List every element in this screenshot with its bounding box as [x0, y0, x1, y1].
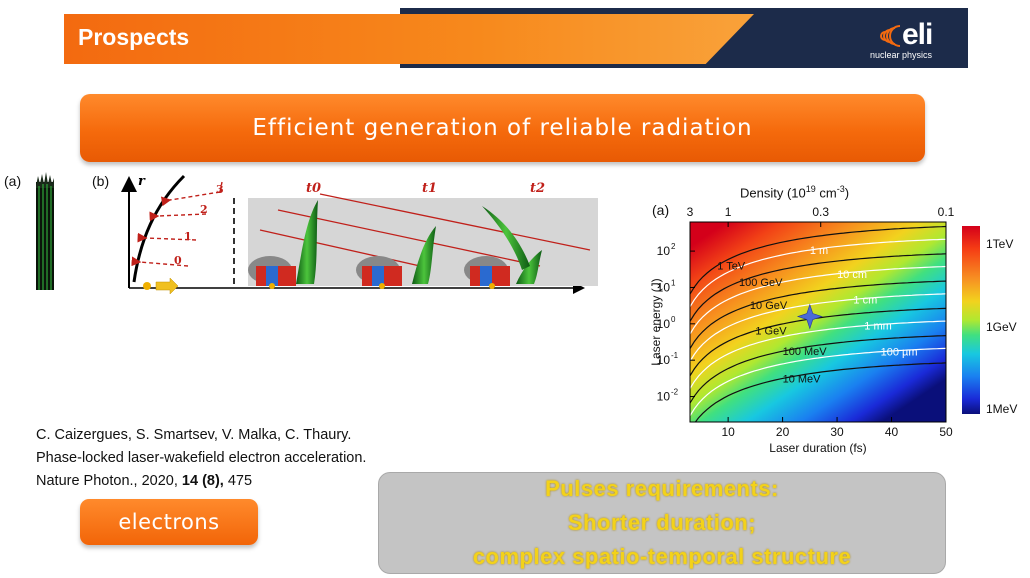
- length-contour-4: [690, 347, 946, 417]
- ray-label-0: 0: [174, 254, 182, 267]
- citation-authors: C. Caizergues, S. Smartsev, V. Malka, C.…: [36, 427, 352, 443]
- colorbar: [962, 226, 980, 414]
- time-label-t2: t2: [530, 181, 545, 196]
- wakefield-diagram: r 3 2 1 0 t0 t1 t2: [121, 174, 598, 294]
- citation: C. Caizergues, S. Smartsev, V. Malka, C.…: [36, 424, 366, 493]
- headline-banner: Efficient generation of reliable radiati…: [80, 94, 925, 162]
- electrons-button[interactable]: electrons: [80, 499, 258, 545]
- chart-y-axis-label: Laser energy (J): [649, 278, 663, 365]
- energy-contour-1: [690, 253, 946, 322]
- time-label-t1: t1: [422, 181, 437, 196]
- energy-contour-2: [690, 280, 946, 349]
- eli-logo-rings-icon: [880, 25, 901, 47]
- length-contour-1: [690, 265, 946, 335]
- energy-contour-label-4: 100 MeV: [783, 346, 828, 358]
- panel-a-label: (a): [4, 173, 22, 189]
- x-tick-label-40: 40: [885, 425, 899, 439]
- length-contour-label-0: 1 m: [810, 245, 828, 257]
- chart-x-axis-label: Laser duration (fs): [769, 441, 866, 455]
- x-tick-label-50: 50: [939, 425, 953, 439]
- ray-label-1: 1: [184, 230, 192, 243]
- y-tick-label-0: 10: [657, 317, 671, 331]
- energy-contour-label-1: 100 GeV: [739, 277, 783, 289]
- x-tick-label-30: 30: [830, 425, 844, 439]
- energy-contour-5: [694, 362, 946, 422]
- length-contour-3: [690, 320, 946, 389]
- y-tick-label-2: 10: [657, 244, 671, 258]
- citation-journal: Nature Photon., 2020, 14 (8), 475: [36, 473, 253, 489]
- energy-contour-label-0: 1 TeV: [717, 261, 746, 273]
- energy-contour-4: [690, 335, 946, 404]
- energy-density-chart: 1 TeV 100 GeV 10 GeV 1 GeV 100 MeV 10 MeV 1 m 1…: [649, 205, 955, 455]
- energy-contour-label-2: 10 GeV: [750, 300, 788, 312]
- chart-top-axis-label: Density (1019 cm-3): [740, 184, 850, 201]
- eli-logo-subtitle: nuclear physics: [870, 50, 933, 60]
- requirements-line-1: Pulses requirements:: [545, 476, 779, 501]
- eli-logo: eli: [902, 18, 933, 51]
- time-label-t0: t0: [306, 181, 321, 196]
- y-tick-exp-1: 1: [671, 278, 676, 287]
- y-tick-exp-2: 2: [671, 242, 676, 251]
- citation-title: Phase-locked laser-wakefield electron ac…: [36, 450, 367, 466]
- operating-point-marker: [796, 303, 823, 330]
- length-contour-2: [690, 293, 946, 362]
- energy-contour-label-5: 10 MeV: [783, 373, 822, 385]
- requirements-line-2: Shorter duration;: [567, 510, 757, 535]
- y-tick-label--1: 10: [657, 353, 671, 367]
- top-tick-label-0: 3: [687, 205, 694, 219]
- energy-contour-0: [690, 225, 946, 295]
- chart-panel-label: (a): [652, 202, 670, 218]
- ray-label-3: 3: [216, 183, 224, 196]
- requirements-line-3: complex spatio-temporal structure: [472, 544, 852, 569]
- x-tick-label-10: 10: [721, 425, 735, 439]
- y-tick-label--2: 10: [657, 390, 671, 404]
- length-contour-label-1: 10 cm: [837, 269, 867, 281]
- y-tick-exp-0: 0: [671, 315, 676, 324]
- top-tick-label-1: 1: [725, 205, 732, 219]
- r-axis-label: r: [138, 174, 146, 189]
- plasma-column-image: [36, 172, 54, 290]
- energy-contour-label-3: 1 GeV: [755, 326, 787, 338]
- length-contour-0: [690, 238, 946, 308]
- requirements-box: Pulses requirements: Shorter duration; c…: [378, 472, 946, 574]
- colorbar-label-1mev: 1MeV: [986, 402, 1018, 416]
- y-tick-exp--1: -1: [671, 351, 679, 360]
- panel-b-label: (b): [92, 173, 110, 189]
- ray-label-2: 2: [200, 203, 208, 216]
- header-orange-band: [64, 14, 754, 64]
- y-tick-label-1: 10: [657, 280, 671, 294]
- length-contour-label-4: 100 µm: [881, 347, 918, 359]
- length-contour-label-3: 1 mm: [864, 321, 892, 333]
- y-tick-exp--2: -2: [671, 388, 679, 397]
- x-tick-label-20: 20: [776, 425, 790, 439]
- top-tick-label-2: 0.3: [812, 205, 829, 219]
- colorbar-label-1gev: 1GeV: [986, 320, 1017, 334]
- top-tick-label-3: 0.1: [938, 205, 955, 219]
- page-title: Prospects: [78, 24, 190, 50]
- colorbar-label-1tev: 1TeV: [986, 237, 1014, 251]
- length-contour-label-2: 1 cm: [853, 294, 877, 306]
